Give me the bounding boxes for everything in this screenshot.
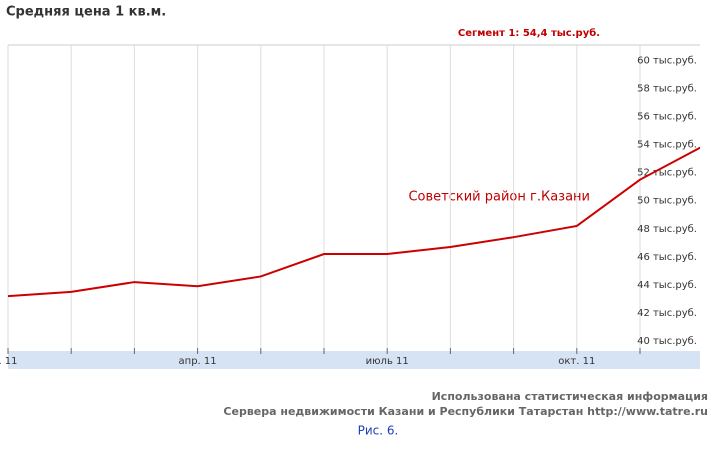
x-tick-label: . 11 — [0, 356, 18, 367]
y-tick-label: 60 тыс.руб. — [637, 55, 697, 66]
plot — [7, 146, 700, 298]
x-tick-label: июль 11 — [366, 356, 409, 367]
caption: Рис. 6. — [358, 424, 399, 438]
x-tick-label: окт. 11 — [558, 356, 595, 367]
y-tick-label: 56 тыс.руб. — [637, 112, 697, 123]
y-tick-label: 42 тыс.руб. — [637, 308, 697, 319]
line — [7, 146, 700, 298]
y-tick-label: 58 тыс.руб. — [637, 83, 697, 94]
note: Сервера недвижимости Казани и Республики… — [223, 405, 708, 418]
y-tick-label: 46 тыс.руб. — [637, 252, 697, 263]
y-tick-label: 44 тыс.руб. — [637, 280, 697, 291]
y-tick-label: 52 тыс.руб. — [637, 168, 697, 179]
x-tick-label: апр. 11 — [179, 356, 217, 367]
annotation: Советский район г.Казани — [408, 190, 590, 205]
y-tick-label: 40 тыс.руб. — [637, 336, 697, 347]
y-tick-label: 54 тыс.руб. — [637, 140, 697, 151]
y-tick-label: 48 тыс.руб. — [637, 224, 697, 235]
x-axis-band — [8, 351, 700, 369]
chart-title: Средняя цена 1 кв.м. — [6, 5, 166, 20]
note: Использована статистическая информация — [432, 390, 708, 403]
legend-label: Сегмент 1: 54,4 тыс.руб. — [458, 27, 600, 39]
y-tick-label: 50 тыс.руб. — [637, 196, 697, 207]
